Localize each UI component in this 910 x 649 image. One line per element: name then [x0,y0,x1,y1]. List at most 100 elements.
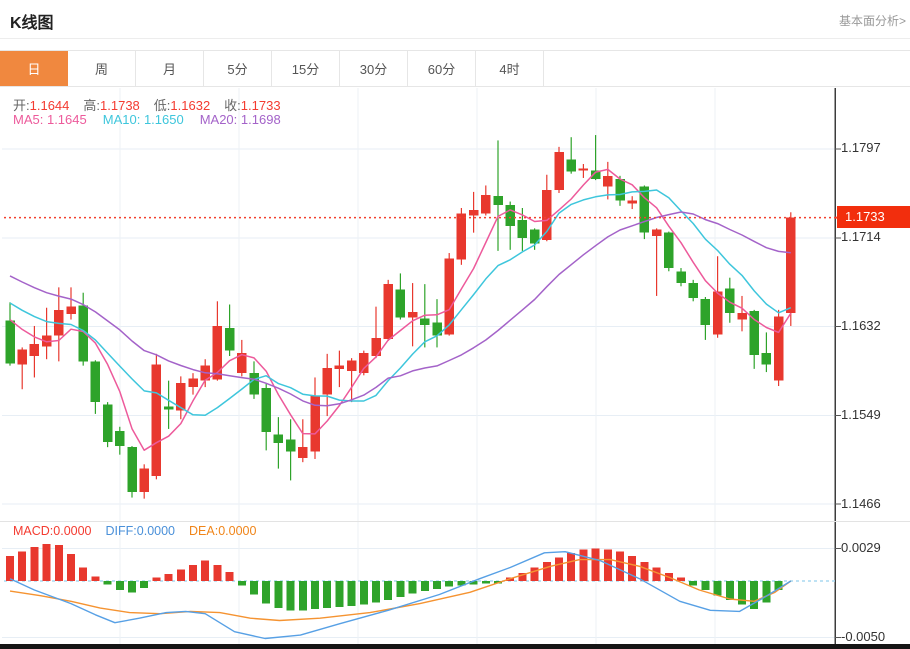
candle-body [346,360,357,372]
macd-bar [140,581,149,588]
macd-bar [250,581,258,595]
ma20-value: 1.1698 [240,112,281,127]
ma10-line [9,189,792,416]
diff-label: DIFF: [105,524,137,538]
macd-bar [433,581,441,589]
macd-bar [591,548,600,581]
macd-bar [701,581,710,591]
macd-value: 0.0000 [53,524,92,538]
candle-body [627,200,637,204]
candle-body [249,373,259,395]
candle-body [590,170,601,180]
macd-bar [347,581,356,606]
macd-bar [237,581,246,586]
dea-line [9,558,792,622]
candle-body [176,382,186,411]
low-label: 低: [153,98,171,113]
macd-bar [640,561,649,581]
macd-bar [384,581,393,601]
macd-bar [18,551,27,581]
macd-bar [445,581,454,587]
tab-month[interactable]: 月 [136,51,204,86]
tab-60min[interactable]: 60分 [408,51,476,86]
macd-bar [713,581,722,596]
tab-day[interactable]: 日 [0,51,68,86]
macd-bar [359,581,368,605]
candle-body [639,186,650,233]
candle-body [761,352,772,365]
macd-bar [67,553,75,581]
tab-15min[interactable]: 15分 [272,51,340,86]
macd-bar [603,549,612,581]
price-tick-5: 1.1466 [841,496,881,511]
candle-body [456,213,467,260]
macd-bar [555,557,563,581]
macd-bar [115,581,124,591]
tab-30min[interactable]: 30分 [340,51,408,86]
candle-body [712,291,723,335]
macd-bar [677,577,685,581]
dea-value: 0.0000 [218,524,257,538]
macd-bar [323,581,332,609]
macd-bar [286,581,295,611]
candle-body [773,316,784,381]
macd-bar [542,561,551,581]
macd-bar [201,560,210,581]
candle-body [493,196,503,205]
macd-bar [103,581,112,585]
candle-body [212,325,223,380]
tab-4hour[interactable]: 4时 [476,51,544,86]
candle-body [542,189,552,241]
candle-body [651,229,662,236]
candle-body [615,179,625,201]
candle-body [90,361,101,403]
candle-body [102,404,113,442]
candle-body [298,447,308,458]
ma10-label: MA10: [102,112,141,127]
macd-bar [738,581,746,605]
macd-bar [225,571,234,581]
macd-bar [152,577,161,581]
macd-bar [30,547,39,581]
tab-5min[interactable]: 5分 [204,51,272,86]
candle-body [5,320,15,364]
macd-tick-2: -0.0050 [841,629,886,644]
macd-label: MACD: [13,524,54,538]
page-title: K线图 [10,15,54,32]
candle-body [237,352,247,374]
macd-bar [262,581,271,604]
candle-body [78,305,88,362]
candle-body [151,364,162,477]
candle-body [383,284,393,339]
candle-body [420,318,430,325]
macd-bar [42,543,51,581]
ma5-value: 1.1645 [46,112,87,127]
bottom-border [0,644,910,649]
macd-bar [567,552,576,581]
diff-line [9,551,792,640]
macd-bar [335,581,344,607]
candle-body [603,175,613,187]
macd-bar [628,556,637,581]
current-price-badge: 1.1733 [837,206,910,228]
open-value: 1.1644 [29,98,70,113]
close-label: 收: [224,98,241,113]
candle-body [432,322,442,336]
macd-bar [91,576,100,581]
diff-value: 0.0000 [136,524,175,538]
candle-body [688,283,698,299]
candle-body [529,229,540,244]
macd-bar [189,565,197,581]
price-tick-4: 1.1549 [841,407,881,422]
dea-label: DEA: [189,524,219,538]
candle-body [334,365,345,369]
macd-bar [579,549,588,581]
price-tick-3: 1.1632 [841,318,881,333]
macd-bar [6,556,14,581]
macd-bar [762,581,771,603]
tab-week[interactable]: 周 [68,51,136,86]
fundamental-analysis-link[interactable]: 基本面分析> [838,14,906,28]
macd-info: MACD:0.0000 DIFF:0.0000 DEA:0.0000 [13,524,270,538]
